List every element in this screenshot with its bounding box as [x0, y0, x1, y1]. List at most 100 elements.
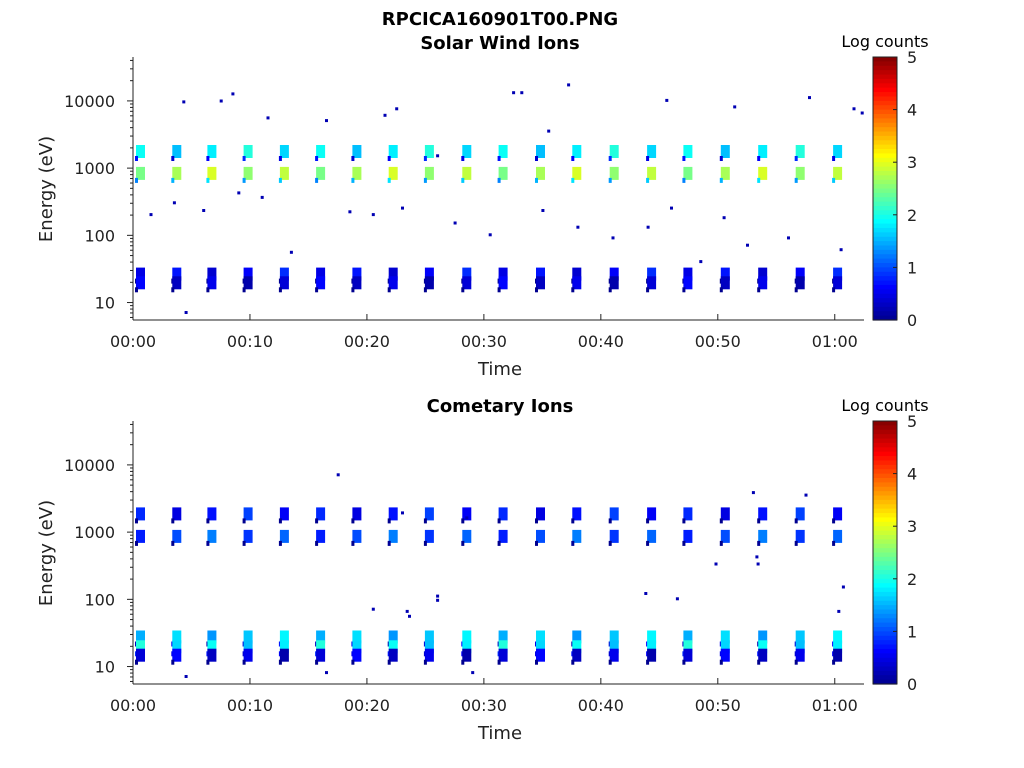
spectrogram-point	[266, 116, 270, 120]
colorbar-tick-label: 3	[907, 517, 917, 536]
spectrogram-cell	[571, 518, 575, 524]
spectrogram-cell	[720, 630, 730, 644]
spectrogram-cell	[206, 659, 210, 665]
spectrogram-cell	[423, 156, 427, 161]
colorbar-segment	[873, 241, 897, 247]
colorbar-segment	[873, 640, 897, 646]
spectrogram-cell	[536, 529, 545, 543]
spectrogram-cell	[795, 267, 805, 281]
spectrogram-cell	[794, 287, 798, 293]
spectrogram-cell	[795, 630, 805, 644]
spectrogram-cell	[536, 166, 545, 180]
spectrogram-cell	[352, 648, 362, 662]
spectrogram-cell	[683, 529, 693, 543]
spectrogram-cell	[135, 518, 138, 524]
colorbar-segment	[873, 504, 897, 510]
colorbar-segment	[873, 464, 897, 470]
spectrogram-cell	[832, 156, 836, 161]
spectrogram-cell	[135, 156, 138, 161]
solar-wind-ions-panel: Solar Wind Ions Log counts Time Energy (…	[36, 32, 929, 380]
spectrogram-point	[371, 607, 375, 611]
spectrogram-cell	[720, 507, 730, 521]
spectrogram-cell	[758, 166, 768, 180]
spectrogram-cell	[135, 659, 138, 665]
spectrogram-cell	[461, 287, 465, 293]
spectrogram-cell	[682, 518, 686, 524]
spectrogram-cell	[279, 529, 289, 543]
spectrogram-point	[182, 100, 186, 104]
y-tick-label: 10000	[64, 456, 115, 475]
spectrogram-cell	[536, 648, 545, 662]
spectrogram-cell	[207, 166, 217, 180]
spectrogram-cell	[207, 640, 217, 654]
colorbar-segment	[873, 548, 897, 554]
spectrogram-point	[436, 594, 440, 598]
spectrogram-cell	[536, 630, 545, 644]
colorbar-segment	[873, 302, 897, 308]
colorbar-segment	[873, 293, 897, 299]
colorbar-segment	[873, 249, 897, 255]
colorbar-tick-label: 2	[907, 206, 917, 225]
spectrogram-cell	[683, 145, 693, 158]
spectrogram-cell	[535, 287, 538, 293]
colorbar-segment	[873, 600, 897, 606]
spectrogram-cell	[136, 276, 145, 290]
colorbar-segment	[873, 118, 897, 124]
spectrogram-cell	[498, 648, 508, 662]
colorbar-tick-label: 4	[907, 465, 917, 484]
colorbar-segment	[873, 289, 897, 295]
colorbar-segment	[873, 61, 897, 67]
spectrogram-cell	[498, 507, 508, 521]
spectrogram-point	[383, 113, 387, 117]
colorbar-segment	[873, 315, 897, 321]
spectrogram-cell	[608, 518, 612, 524]
colorbar-segment	[873, 618, 897, 624]
colorbar-segment	[873, 232, 897, 238]
spectrogram-point	[547, 129, 551, 133]
x-axis-label: Time	[477, 723, 522, 744]
panel-title-cometary-ions: Cometary Ions	[427, 396, 574, 417]
spectrogram-cell	[535, 540, 538, 546]
spectrogram-cell	[352, 267, 362, 281]
spectrogram-cell	[572, 640, 582, 654]
spectrogram-point	[699, 260, 703, 264]
spectrogram-cell	[315, 177, 319, 183]
spectrogram-cell	[316, 648, 326, 662]
spectrogram-cell	[242, 177, 246, 183]
colorbar-segment	[873, 675, 897, 681]
spectrogram-cell	[498, 630, 508, 644]
spectrogram-cell	[135, 177, 138, 183]
spectrogram-cell	[647, 166, 657, 180]
colorbar-tick-label: 2	[907, 570, 917, 589]
spectrogram-cell	[424, 529, 434, 543]
plot-area	[133, 57, 864, 320]
spectrogram-cell	[498, 267, 508, 281]
spectrogram-cell	[832, 177, 836, 183]
spectrogram-cell	[609, 640, 619, 654]
spectrogram-cell	[794, 659, 798, 665]
colorbar-segment	[873, 513, 897, 519]
spectrogram-cell	[387, 156, 391, 161]
spectrogram-cell	[136, 267, 145, 281]
spectrogram-cell	[794, 518, 798, 524]
x-tick-label: 00:10	[227, 696, 273, 715]
colorbar-segment	[873, 609, 897, 615]
colorbar-segment	[873, 166, 897, 172]
spectrogram-cell	[647, 276, 657, 290]
spectrogram-point	[804, 493, 808, 497]
colorbar-segment	[873, 565, 897, 571]
colorbar-segment	[873, 276, 897, 282]
colorbar-segment	[873, 644, 897, 650]
spectrogram-cell	[795, 507, 805, 521]
spectrogram-cell	[794, 177, 798, 183]
spectrogram-point	[401, 511, 404, 515]
spectrogram-cell	[172, 630, 182, 644]
spectrogram-cell	[683, 640, 693, 654]
spectrogram-cell	[279, 648, 289, 662]
colorbar-segment	[873, 284, 897, 290]
colorbar-segment	[873, 263, 897, 268]
spectrogram-cell	[683, 267, 693, 281]
spectrogram-cell	[424, 267, 434, 281]
spectrogram-cell	[423, 659, 427, 665]
spectrogram-cell	[536, 276, 545, 290]
